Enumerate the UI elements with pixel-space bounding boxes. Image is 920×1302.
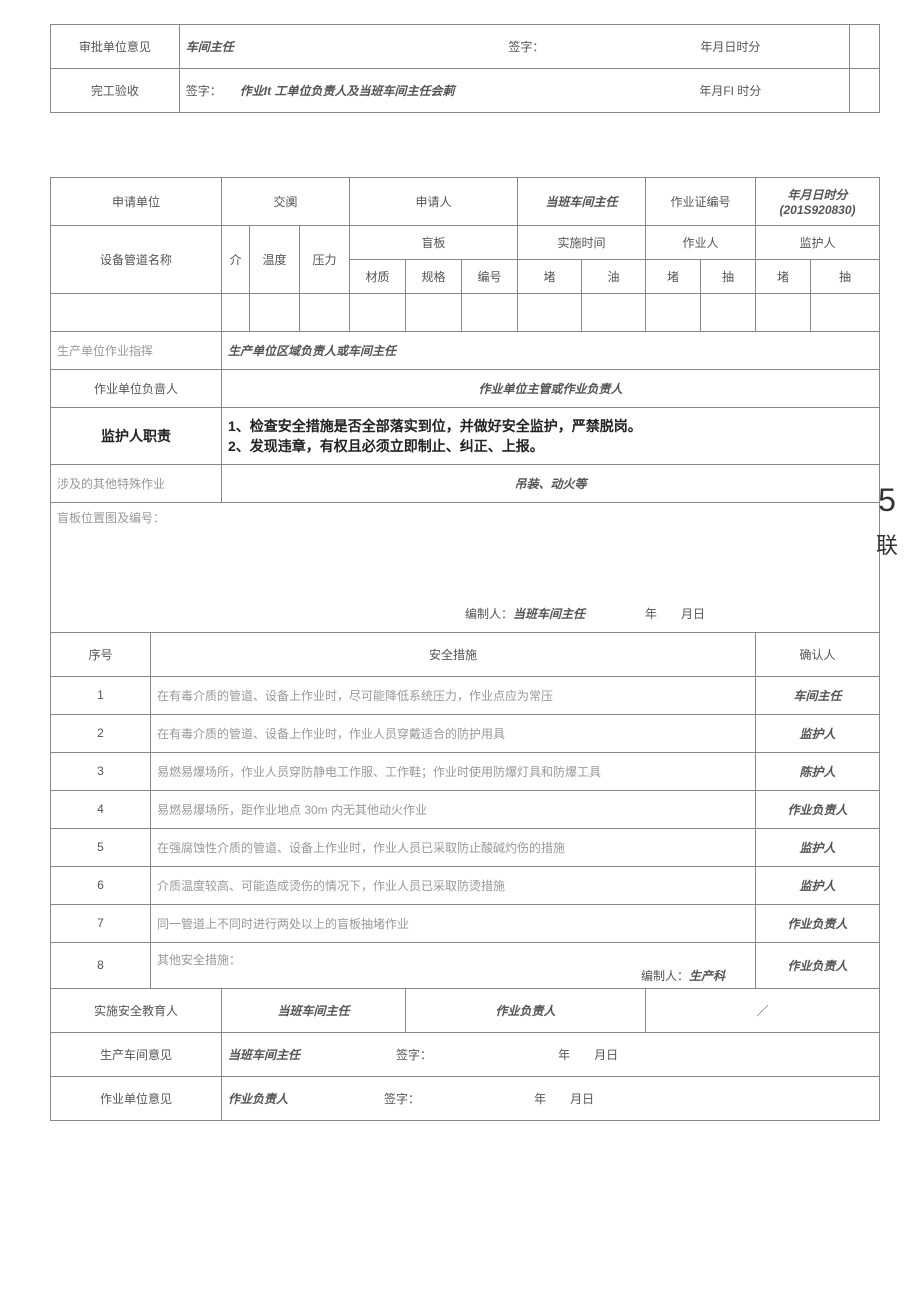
unit-op: 作业单位意见 (51, 1076, 222, 1120)
accept-text: 签字： 作业It 工单位负责人及当班车间主任会䓶 (179, 69, 612, 113)
measure-hdr: 安全措施 (151, 632, 756, 676)
accept-label: 完工验收 (51, 69, 180, 113)
impl-time: 实施时间 (518, 226, 646, 260)
other-special: 涉及的其他特殊作业 (51, 465, 222, 503)
main-table: 申请单位 交阒 申请人 当班车间主任 作业证编号 年月日时分(201S92083… (50, 177, 880, 1121)
permit-no: 作业证编号 (646, 178, 756, 226)
side-label: 5联 (870, 480, 904, 563)
e1 (222, 294, 250, 332)
number-col: 编号 (462, 260, 518, 294)
prod-cmd: 生产单位作业指挥 (51, 332, 222, 370)
approve-empty (849, 25, 879, 69)
prod-op: 生产车间意见 (51, 1032, 222, 1076)
pipe-name: 设备管道名称 (51, 226, 222, 294)
sign-label: 签字： (441, 25, 612, 69)
chou1: 抽 (701, 260, 756, 294)
du1: 堵 (518, 260, 582, 294)
blind: 盲板 (350, 226, 518, 260)
empty-pipe (51, 294, 222, 332)
unit-head-val: 作业单位主管或作业负责人 (222, 370, 880, 408)
other-special-val: 吊装、动火等 (222, 465, 880, 503)
s2n: 2 (51, 714, 151, 752)
accept-date: 年月FI 时分 (612, 69, 849, 113)
s4c: 作业负责人 (756, 790, 880, 828)
you: 油 (582, 260, 646, 294)
s6n: 6 (51, 866, 151, 904)
edu-v2: 作业负责人 (406, 988, 646, 1032)
s1t: 在有毒介质的管道、设备上作业时，尽可能降低系统压力，作业点应为常压 (151, 676, 756, 714)
s5t: 在强腐蚀性介质的管道、设备上作业时，作业人员已采取防止酸碱灼伤的措施 (151, 828, 756, 866)
approve-date: 年月日时分 (612, 25, 849, 69)
s5c: 监护人 (756, 828, 880, 866)
accept-empty (849, 69, 879, 113)
guardian-duty-label: 监护人职责 (51, 408, 222, 465)
approve-val: 车间主任 (179, 25, 441, 69)
press: 压力 (300, 226, 350, 294)
e2 (250, 294, 300, 332)
s4t: 易燃易爆场所，距作业地点 30m 内无其他动火作业 (151, 790, 756, 828)
s7c: 作业负责人 (756, 904, 880, 942)
e9 (646, 294, 701, 332)
worker: 作业人 (646, 226, 756, 260)
s6t: 介质温度较高、可能造成烫伤的情况下，作业人员已采取防烫措施 (151, 866, 756, 904)
edu-slash: ／ (646, 988, 880, 1032)
shift-head: 当班车间主任 (518, 178, 646, 226)
jie: 介 (222, 226, 250, 294)
approval-table: 审批单位意见 车间主任 签字： 年月日时分 完工验收 签字： 作业It 工单位负… (50, 24, 880, 113)
du2: 堵 (646, 260, 701, 294)
jiaoque: 交阒 (222, 178, 350, 226)
e8 (582, 294, 646, 332)
s7n: 7 (51, 904, 151, 942)
edu-label: 实施安全教育人 (51, 988, 222, 1032)
unit-op-end (756, 1076, 880, 1120)
s8c: 作业负责人 (756, 942, 880, 988)
apply-unit: 申请单位 (51, 178, 222, 226)
s8n: 8 (51, 942, 151, 988)
guardian: 监护人 (756, 226, 880, 260)
e6 (462, 294, 518, 332)
s3c: 陈护人 (756, 752, 880, 790)
e5 (406, 294, 462, 332)
seq-hdr: 序号 (51, 632, 151, 676)
s5n: 5 (51, 828, 151, 866)
confirm-hdr: 确认人 (756, 632, 880, 676)
s2c: 监护人 (756, 714, 880, 752)
e11 (756, 294, 811, 332)
e10 (701, 294, 756, 332)
applicant: 申请人 (350, 178, 518, 226)
prod-op-end (756, 1032, 880, 1076)
diagram-label: 盲板位置图及编号： (51, 503, 880, 599)
e3 (300, 294, 350, 332)
s3t: 易燃易爆场所，作业人员穿防静电工作服、工作鞋；作业时使用防爆灯具和防爆工具 (151, 752, 756, 790)
du3: 堵 (756, 260, 811, 294)
date-id: 年月日时分(201S920830) (756, 178, 880, 226)
approve-label: 审批单位意见 (51, 25, 180, 69)
chou2: 抽 (811, 260, 880, 294)
unit-op-body: 作业负责人 签字： 年 月日 (222, 1076, 756, 1120)
unit-head: 作业单位负啬人 (51, 370, 222, 408)
e4 (350, 294, 406, 332)
spec: 规格 (406, 260, 462, 294)
s2t: 在有毒介质的管道、设备上作业时，作业人员穿戴适合的防护用具 (151, 714, 756, 752)
s3n: 3 (51, 752, 151, 790)
prod-op-body: 当班车间主任 签字： 年 月日 (222, 1032, 756, 1076)
e12 (811, 294, 880, 332)
e7 (518, 294, 582, 332)
s6c: 监护人 (756, 866, 880, 904)
s1n: 1 (51, 676, 151, 714)
material: 材质 (350, 260, 406, 294)
s8t: 其他安全措施： 编制人：生产科 (151, 942, 756, 988)
prod-cmd-val: 生产单位区域负责人或车间主任 (222, 332, 880, 370)
s1c: 车间主任 (756, 676, 880, 714)
s4n: 4 (51, 790, 151, 828)
guardian-duty-text: 1、检查安全措施是否全部落实到位，并做好安全监护，严禁脱岗。 2、发现违章，有权… (222, 408, 880, 465)
s7t: 同一管道上不同时进行两处以上的盲板抽堵作业 (151, 904, 756, 942)
edu-v1: 当班车间主任 (222, 988, 406, 1032)
diagram-footer: 编制人：当班车间主任 年 月日 (51, 599, 880, 633)
temp: 温度 (250, 226, 300, 294)
